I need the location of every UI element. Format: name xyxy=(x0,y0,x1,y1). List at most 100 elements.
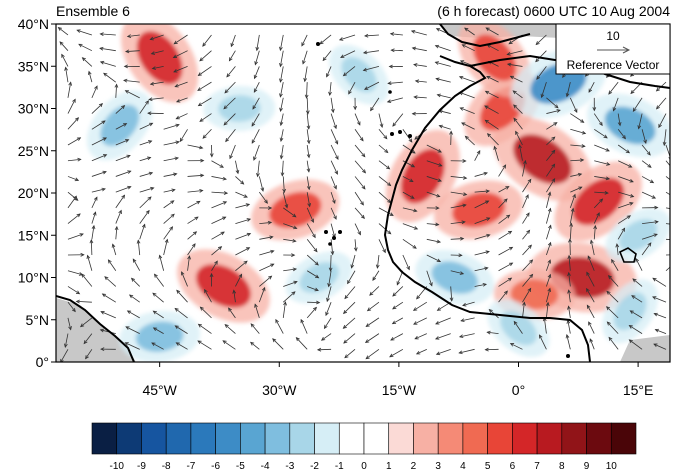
y-tick-label: 0° xyxy=(36,354,49,370)
wind-vector xyxy=(174,307,188,319)
coastline-africa-west xyxy=(383,55,591,362)
wind-vector xyxy=(283,223,298,230)
wind-vector xyxy=(593,224,597,240)
wind-vector xyxy=(617,227,626,240)
wind-vector xyxy=(57,27,69,36)
wind-vector xyxy=(607,275,619,287)
wind-vector xyxy=(570,113,585,123)
wind-vector xyxy=(306,306,317,319)
wind-vector xyxy=(67,270,84,276)
wind-vector xyxy=(283,280,298,287)
wind-vector xyxy=(67,117,80,130)
wind-vector xyxy=(326,286,332,303)
wind-vector xyxy=(426,270,433,287)
wind-vector xyxy=(474,189,490,194)
wind-vector xyxy=(658,113,667,129)
wind-vector xyxy=(522,212,530,224)
wind-vector xyxy=(426,191,441,198)
wind-vector xyxy=(330,129,339,145)
colorbar-swatch xyxy=(388,422,414,455)
wind-vector xyxy=(235,176,245,185)
wind-vector xyxy=(485,27,499,36)
wind-vector xyxy=(628,325,643,334)
anomaly-core xyxy=(136,31,183,85)
wind-vector xyxy=(522,194,529,209)
wind-vector xyxy=(225,129,236,143)
canary-island xyxy=(408,134,412,138)
wind-vector xyxy=(187,144,204,150)
cape-verde-island xyxy=(338,230,342,234)
wind-vector xyxy=(570,144,586,148)
wind-vector xyxy=(99,46,116,52)
wind-vector xyxy=(279,129,284,142)
wind-vector xyxy=(209,272,214,287)
wind-vector xyxy=(211,160,224,168)
colorbar-label: -9 xyxy=(137,461,146,471)
madeira-island xyxy=(388,90,392,94)
wind-vector xyxy=(151,66,164,70)
wind-vector xyxy=(223,113,236,126)
wind-vector xyxy=(211,260,218,271)
wind-vector xyxy=(320,333,332,341)
wind-vector xyxy=(546,259,551,271)
wind-vector xyxy=(253,66,260,80)
wind-vector xyxy=(279,97,284,113)
wind-vector xyxy=(107,259,117,271)
wind-vector xyxy=(461,44,475,52)
wind-vector xyxy=(665,223,670,225)
wind-vector xyxy=(588,81,595,93)
y-tick-label: 5°N xyxy=(26,312,50,328)
wind-vector xyxy=(594,144,610,152)
wind-vector xyxy=(641,160,652,168)
colorbar-swatch xyxy=(610,422,637,455)
wind-vector xyxy=(254,303,260,319)
wind-vector xyxy=(402,238,417,249)
anomaly-core xyxy=(604,106,656,145)
wind-vector xyxy=(366,301,380,312)
wind-vector xyxy=(378,176,392,187)
wind-vector xyxy=(283,267,298,272)
wind-vector xyxy=(449,130,453,146)
wind-vector xyxy=(139,140,153,146)
wind-vector xyxy=(283,207,297,218)
wind-vector xyxy=(611,258,619,271)
wind-vector xyxy=(158,254,165,271)
wind-vector xyxy=(402,191,415,199)
wind-vector xyxy=(506,62,523,67)
wind-vector xyxy=(235,218,252,224)
wind-vector xyxy=(594,128,608,139)
wind-vector xyxy=(197,66,212,77)
wind-vector xyxy=(386,97,403,103)
wind-vector xyxy=(509,75,523,83)
wind-vector xyxy=(306,270,320,279)
wind-vector xyxy=(458,75,475,83)
wind-vector xyxy=(392,301,404,310)
wind-vector xyxy=(569,222,574,240)
wind-vector xyxy=(435,317,451,325)
wind-vector xyxy=(100,311,116,319)
y-tick-label: 10°N xyxy=(18,270,49,286)
x-tick-label: 15°W xyxy=(382,382,417,398)
colorbar-swatch xyxy=(437,422,464,455)
wind-vector xyxy=(300,318,308,334)
colorbar-label: 3 xyxy=(435,461,441,471)
wind-vector xyxy=(101,293,117,303)
colorbar-label: -4 xyxy=(261,461,270,471)
x-tick-label: 30°W xyxy=(262,382,297,398)
wind-vector xyxy=(139,122,154,130)
wind-vector xyxy=(197,97,212,107)
wind-vector xyxy=(187,216,199,224)
wind-vector xyxy=(413,317,427,325)
colorbar-swatch xyxy=(512,422,538,455)
wind-vector xyxy=(226,66,236,78)
wind-vector xyxy=(402,160,416,168)
wind-vector xyxy=(642,205,659,210)
wind-vector xyxy=(307,300,321,305)
wind-vector xyxy=(414,333,427,340)
wind-vector xyxy=(605,306,619,319)
wind-vector xyxy=(474,250,490,256)
wind-vector xyxy=(512,90,523,99)
wind-vector xyxy=(567,271,571,287)
wind-vector xyxy=(330,144,339,160)
wind-vector xyxy=(498,262,514,272)
